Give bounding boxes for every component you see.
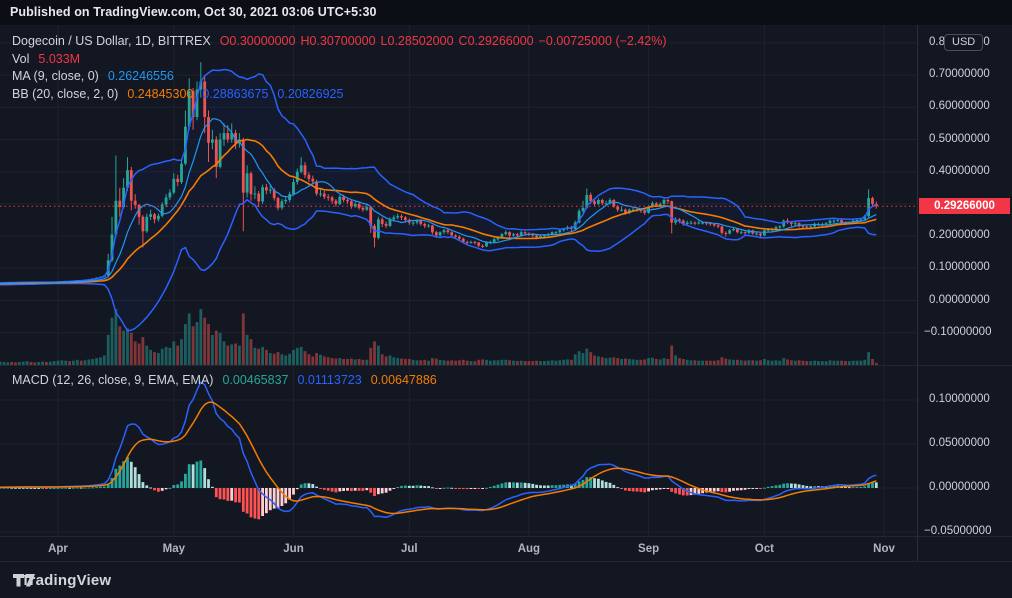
ma-row: MA (9, close, 0) 0.26246556 bbox=[12, 68, 667, 86]
month-label-jul: Jul bbox=[400, 543, 418, 555]
macd-axis-label: 0.10000000 bbox=[929, 393, 990, 405]
price-axis-label: 0.40000000 bbox=[929, 164, 990, 177]
price-axis-label: −0.10000000 bbox=[924, 325, 992, 338]
macd-chart[interactable] bbox=[0, 366, 917, 536]
price-axis-label: 0.20000000 bbox=[929, 229, 990, 242]
bb-band-fill bbox=[0, 69, 877, 331]
main-legend: Dogecoin / US Dollar, 1D, BITTREX O0.3000… bbox=[12, 33, 667, 103]
month-label-may: May bbox=[162, 543, 185, 555]
month-label-oct: Oct bbox=[754, 543, 774, 555]
last-price-badge: 0.29266000 bbox=[919, 198, 1010, 214]
macd-axis-label: 0.05000000 bbox=[929, 437, 990, 449]
macd-axis-label: 0.00000000 bbox=[929, 481, 990, 493]
ohlc-high-label: H bbox=[300, 34, 310, 48]
published-bar: Published on TradingView.com, Oct 30, 20… bbox=[0, 0, 1012, 25]
month-label-aug: Aug bbox=[517, 543, 541, 555]
ohlc-high-value: 0.30700000 bbox=[309, 34, 376, 48]
ma-label: MA (9, close, 0) bbox=[12, 69, 99, 83]
price-axis-label: 0.50000000 bbox=[929, 132, 990, 145]
bb-upper-line bbox=[0, 68, 877, 284]
tradingview-logo-icon bbox=[13, 573, 35, 586]
macd-histogram bbox=[0, 457, 878, 520]
macd-legend: MACD (12, 26, close, 9, EMA, EMA) 0.00465… bbox=[12, 372, 437, 390]
macd-grid bbox=[0, 366, 917, 536]
price-axis-label: 0.10000000 bbox=[929, 261, 990, 274]
price-axis-label: 0.70000000 bbox=[929, 68, 990, 81]
volume-label: Vol bbox=[12, 51, 30, 66]
symbol-row: Dogecoin / US Dollar, 1D, BITTREX O0.3000… bbox=[12, 33, 667, 51]
published-text: Published on TradingView.com, Oct 30, 20… bbox=[10, 5, 377, 19]
ohlc-close-value: 0.29266000 bbox=[467, 34, 534, 48]
change-value: −0.00725000 (−2.42%) bbox=[538, 34, 667, 48]
macd-signal-line bbox=[0, 401, 877, 515]
pane-divider[interactable] bbox=[0, 365, 1012, 366]
month-label-sep: Sep bbox=[638, 543, 660, 555]
macd-line-value: 0.01113723 bbox=[297, 373, 362, 387]
bb-label: BB (20, close, 2, 0) bbox=[12, 86, 119, 101]
month-label-jun: Jun bbox=[283, 543, 304, 555]
footer-bar: TradingView bbox=[0, 561, 1012, 598]
price-chart[interactable] bbox=[0, 25, 917, 365]
bb-basis-value: 0.24845300 bbox=[127, 86, 194, 101]
macd-label: MACD (12, 26, close, 9, EMA, EMA) bbox=[12, 373, 214, 387]
tradingview-brand-text: TradingView bbox=[21, 571, 112, 589]
price-axis-label: 0.00000000 bbox=[929, 293, 990, 306]
macd-hist-value: 0.00465837 bbox=[222, 373, 289, 387]
month-label-nov: Nov bbox=[873, 543, 895, 555]
bb-basis-line bbox=[0, 138, 877, 285]
price-axis-label: 0.60000000 bbox=[929, 100, 990, 113]
bb-lower-line bbox=[0, 198, 877, 332]
time-axis[interactable]: Apr May Jun Jul Aug Sep Oct Nov bbox=[0, 536, 1012, 561]
ohlc-low-label: L bbox=[380, 34, 388, 48]
ohlc-open-label: O bbox=[219, 34, 230, 48]
ma9-line bbox=[0, 118, 877, 285]
ma-value: 0.26246556 bbox=[107, 69, 174, 83]
bb-row: BB (20, close, 2, 0) 0.24845300 0.28863675… bbox=[12, 86, 667, 104]
ohlc-low-value: 0.28502000 bbox=[387, 34, 454, 48]
bb-upper-value: 0.28863675 bbox=[202, 86, 269, 101]
currency-toggle-button[interactable]: USD bbox=[944, 34, 984, 51]
price-axis[interactable]: 0.800000000.700000000.600000000.50000000… bbox=[917, 25, 1012, 561]
ohlc-close-label: C bbox=[458, 34, 468, 48]
volume-row: Vol 5.033M bbox=[12, 51, 667, 69]
macd-signal-value: 0.00647886 bbox=[370, 373, 437, 387]
volume-bars bbox=[0, 309, 878, 365]
bb-lower-value: 0.20826925 bbox=[277, 86, 344, 101]
ohlc-open-value: 0.30000000 bbox=[229, 34, 296, 48]
month-label-apr: Apr bbox=[48, 543, 68, 555]
symbol-title: Dogecoin / US Dollar, 1D, BITTREX bbox=[12, 34, 211, 48]
macd-axis-label: −0.05000000 bbox=[924, 525, 992, 537]
volume-value: 5.033M bbox=[38, 51, 81, 66]
